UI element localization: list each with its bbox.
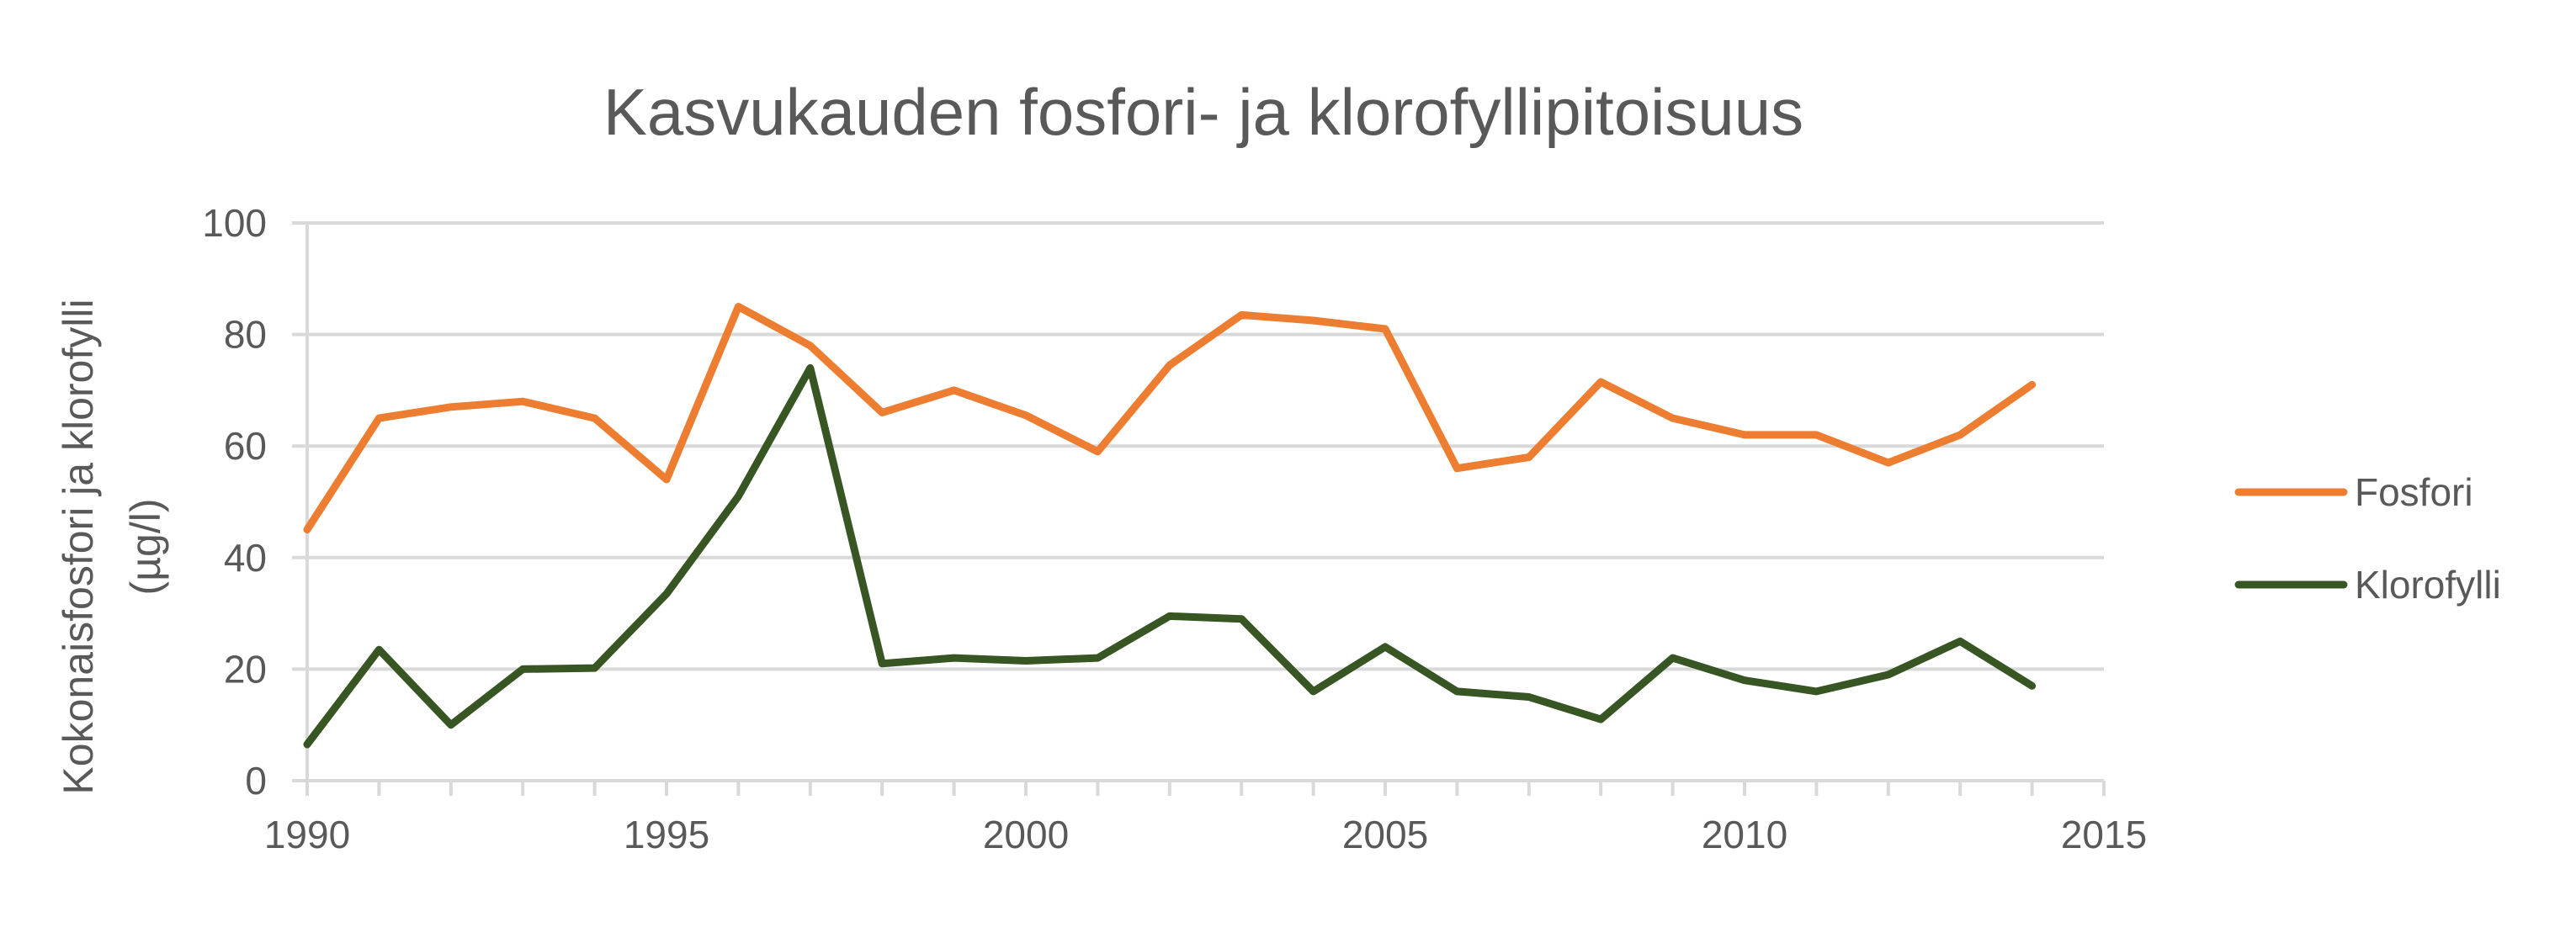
chart-title: Kasvukauden fosfori- ja klorofyllipitois… [603,75,1803,149]
y-tick-label: 40 [224,536,267,580]
x-tick-label: 2015 [2061,813,2147,856]
legend: Fosfori Klorofylli [2234,470,2501,607]
series-line-klorofylli [303,363,2037,749]
gridlines [307,221,2104,671]
y-tick-label: 0 [245,759,267,803]
y-tick-label: 100 [202,201,267,245]
legend-label-fosfori: Fosfori [2355,470,2473,514]
y-tick-label: 20 [224,647,267,691]
x-tick-label: 1990 [264,813,350,856]
x-tick-label: 2005 [1342,813,1428,856]
y-axis-label-line-2: (µg/l) [122,499,169,596]
x-tick-label: 2000 [983,813,1069,856]
legend-label-klorofylli: Klorofylli [2355,563,2501,607]
y-tick-label: 80 [224,313,267,357]
y-axis-label-line-1: Kokonaisfosfori ja klorofylli [55,299,102,794]
series-line-fosfori [303,303,2037,534]
x-tick-label: 1995 [624,813,709,856]
y-axis-label: Kokonaisfosfori ja klorofylli (µg/l) [55,299,169,794]
series-lines [303,303,2037,749]
axes [292,221,2106,796]
y-tick-labels: 0 20 40 60 80 100 [202,201,267,803]
x-tick-label: 2010 [1702,813,1787,856]
y-tick-label: 60 [224,424,267,468]
x-tick-labels: 1990 1995 2000 2005 2010 2015 [264,813,2147,856]
